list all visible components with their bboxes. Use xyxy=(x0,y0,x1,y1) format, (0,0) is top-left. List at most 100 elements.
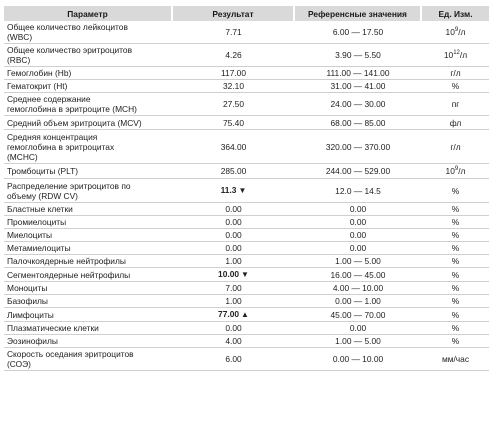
unit-cell: % xyxy=(421,202,489,216)
result-cell: 7.00 xyxy=(172,281,294,295)
unit-cell: % xyxy=(421,321,489,335)
table-row: Эозинофилы 4.00 1.00 — 5.00% xyxy=(4,334,489,348)
header-reference-values: Референсные значения xyxy=(294,6,422,21)
unit-value: % xyxy=(451,309,460,320)
unit-value: % xyxy=(451,243,460,253)
unit-value: % xyxy=(451,283,460,293)
lab-results-table: Параметр Результат Референсные значения … xyxy=(4,6,489,371)
result-cell: 0.00 xyxy=(172,321,294,335)
result-cell: 0.00 xyxy=(172,241,294,255)
reference-range: 45.00 — 70.00 xyxy=(294,307,421,322)
unit-cell: % xyxy=(421,334,489,348)
unit-value: % xyxy=(451,185,460,196)
result-value: 0.00 xyxy=(225,217,242,227)
result-cell: 0.00 xyxy=(172,228,294,242)
unit-value: % xyxy=(451,256,460,266)
result-cell: 7.71 xyxy=(172,21,294,44)
arrow-up-icon: ▲ xyxy=(241,310,249,319)
unit-value: % xyxy=(451,204,460,214)
result-value: 10.00 xyxy=(218,269,240,279)
table-row: Метамиелоциты 0.00 0.00% xyxy=(4,241,489,255)
reference-range: 31.00 — 41.00 xyxy=(294,79,421,93)
unit-cell: % xyxy=(421,254,489,268)
table-row: Скорость оседания эритроцитов (СОЭ) 6.00 0… xyxy=(4,347,489,371)
unit-cell: % xyxy=(421,307,489,322)
parameter-name: Общее количество эритроцитов (RBC) xyxy=(4,43,172,67)
parameter-name: Лимфоциты xyxy=(4,307,172,322)
unit-value: % xyxy=(451,81,460,91)
reference-range: 24.00 — 30.00 xyxy=(294,92,421,116)
unit-cell: 109/л xyxy=(421,21,489,44)
reference-range: 0.00 xyxy=(294,228,421,242)
unit-exponent: 9 xyxy=(454,166,459,173)
unit-cell: % xyxy=(421,215,489,229)
result-value: 11.3 xyxy=(220,185,237,195)
table-row: Общее количество лейкоцитов (WBC) 7.71 6.0… xyxy=(4,21,489,44)
table-row: Сегментоядерные нейтрофилы 10.00 ▼ 16.00 — … xyxy=(4,267,489,282)
unit-suffix: /л xyxy=(459,50,468,60)
parameter-name: Сегментоядерные нейтрофилы xyxy=(4,267,172,282)
result-cell: 32.10 xyxy=(172,79,294,93)
result-value: 4.00 xyxy=(225,336,242,346)
unit-cell: г/л xyxy=(421,129,489,164)
reference-range: 111.00 — 141.00 xyxy=(294,66,421,80)
unit-value: % xyxy=(451,323,460,333)
table-row: Лимфоциты 77.00 ▲ 45.00 — 70.00% xyxy=(4,307,489,322)
result-cell: 285.00 xyxy=(172,163,294,179)
unit-value: мм/час xyxy=(441,354,470,364)
unit-cell: 1012/л xyxy=(421,43,489,67)
reference-range: 1.00 — 5.00 xyxy=(294,254,421,268)
result-value: 77.00 xyxy=(218,309,240,319)
table-row: Палочкоядерные нейтрофилы 1.00 1.00 — 5.00… xyxy=(4,254,489,268)
unit-value: % xyxy=(451,269,460,280)
result-value: 1.00 xyxy=(225,256,242,266)
unit-value: г/л xyxy=(450,68,461,78)
table-row: Средний объем эритроцита (MCV) 75.40 68.00… xyxy=(4,115,489,130)
parameter-name: Миелоциты xyxy=(4,228,172,242)
result-cell: 0.00 xyxy=(172,215,294,229)
unit-exponent: 9 xyxy=(454,27,459,34)
result-value: 32.10 xyxy=(223,81,244,91)
table-row: Промиелоциты 0.00 0.00% xyxy=(4,215,489,229)
unit-value: 10 xyxy=(443,50,454,60)
reference-range: 244.00 — 529.00 xyxy=(294,163,421,179)
parameter-name: Базофилы xyxy=(4,294,172,308)
unit-cell: 109/л xyxy=(421,163,489,179)
unit-value: % xyxy=(451,296,460,306)
parameter-name: Среднее содержание гемоглобина в эритроц… xyxy=(4,92,172,116)
parameter-name: Плазматические клетки xyxy=(4,321,172,335)
result-value: 285.00 xyxy=(220,166,247,176)
result-cell: 1.00 xyxy=(172,294,294,308)
unit-exponent: 12 xyxy=(453,50,460,57)
unit-value: % xyxy=(451,336,460,346)
table-row: Гемоглобин (Hb) 117.00 111.00 — 141.00 г/л xyxy=(4,66,489,80)
result-value: 0.00 xyxy=(225,230,242,240)
reference-range: 68.00 — 85.00 xyxy=(294,115,421,130)
result-value: 364.00 xyxy=(220,141,247,152)
parameter-name: Моноциты xyxy=(4,281,172,295)
result-cell: 27.50 xyxy=(172,92,294,116)
reference-range: 0.00 xyxy=(294,215,421,229)
parameter-name: Общее количество лейкоцитов (WBC) xyxy=(4,21,172,44)
unit-cell: % xyxy=(421,281,489,295)
reference-range: 0.00 xyxy=(294,202,421,216)
unit-cell: г/л xyxy=(421,66,489,80)
unit-cell: фл xyxy=(421,115,489,130)
arrow-down-icon: ▼ xyxy=(238,186,247,195)
unit-cell: % xyxy=(421,178,489,203)
result-cell: 364.00 xyxy=(172,129,294,164)
parameter-name: Эозинофилы xyxy=(4,334,172,348)
result-value: 0.00 xyxy=(225,323,242,333)
result-cell: 4.26 xyxy=(172,43,294,67)
table-row: Бластные клетки 0.00 0.00% xyxy=(4,202,489,216)
unit-value: г/л xyxy=(450,141,461,152)
header-unit: Ед. Изм. xyxy=(421,6,489,21)
unit-value: 10 xyxy=(445,166,455,176)
table-row: Гематокрит (Ht) 32.10 31.00 — 41.00% xyxy=(4,79,489,93)
unit-value: % xyxy=(451,217,460,227)
unit-suffix: /л xyxy=(458,27,466,37)
unit-cell: % xyxy=(421,228,489,242)
result-cell: 117.00 xyxy=(172,66,294,80)
parameter-name: Тромбоциты (PLT) xyxy=(4,163,172,179)
result-cell: 0.00 xyxy=(172,202,294,216)
